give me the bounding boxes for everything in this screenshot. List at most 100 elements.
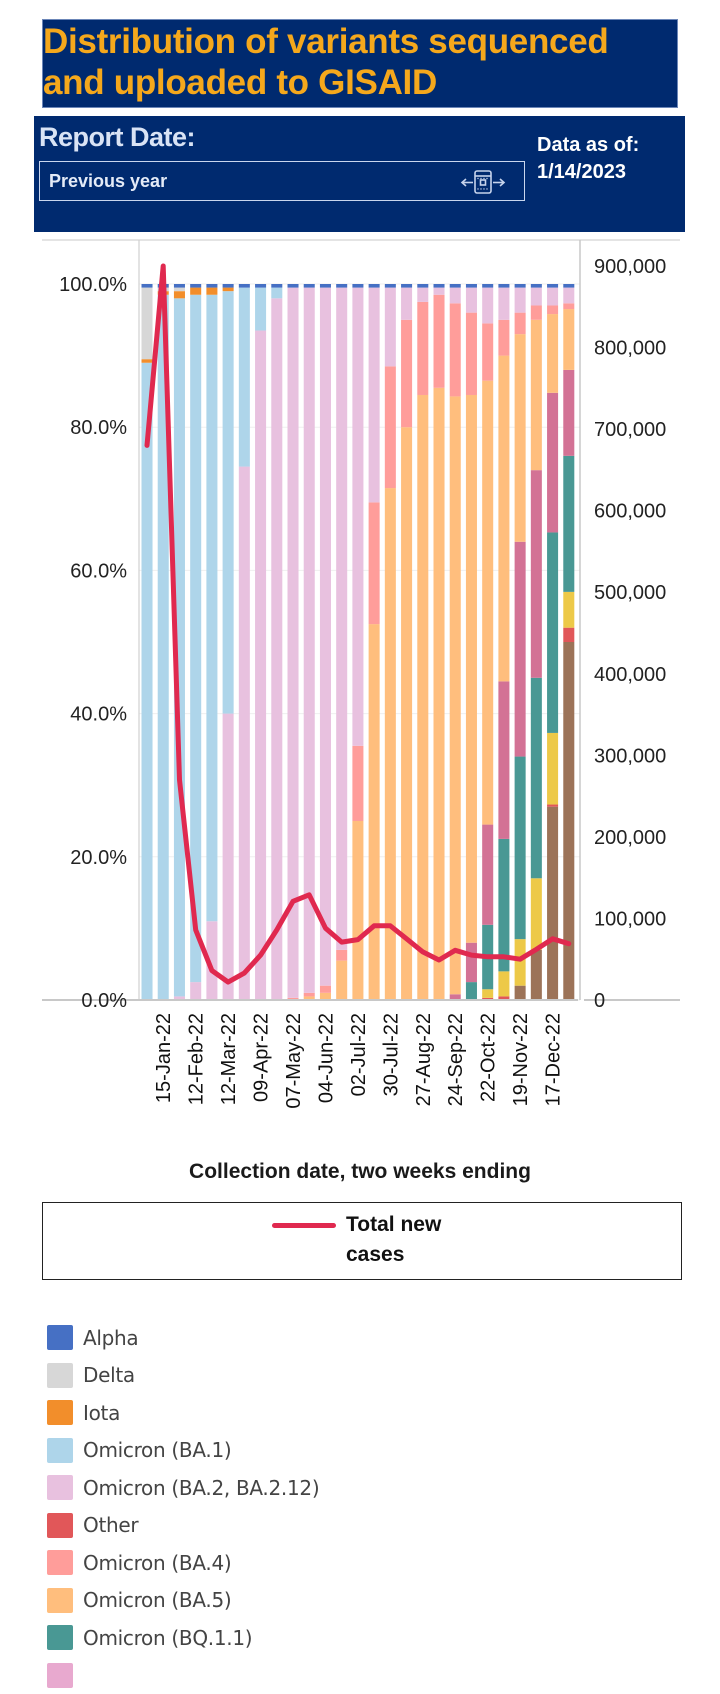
bar-stack[interactable] <box>239 284 250 1000</box>
bar-segment[interactable] <box>515 284 526 288</box>
bar-segment[interactable] <box>417 288 428 302</box>
bar-segment[interactable] <box>271 298 282 1000</box>
bar-segment[interactable] <box>271 284 282 288</box>
bar-segment[interactable] <box>352 821 363 1000</box>
bar-segment[interactable] <box>450 288 461 304</box>
bar-segment[interactable] <box>563 303 574 309</box>
bar-segment[interactable] <box>466 288 477 313</box>
bar-segment[interactable] <box>239 288 250 467</box>
bar-segment[interactable] <box>304 284 315 288</box>
bar-segment[interactable] <box>320 284 331 288</box>
bar-segment[interactable] <box>336 950 347 961</box>
bar-segment[interactable] <box>547 733 558 805</box>
bar-segment[interactable] <box>174 291 185 298</box>
bar-stack[interactable] <box>255 284 266 1000</box>
bar-segment[interactable] <box>352 288 363 746</box>
bar-segment[interactable] <box>174 288 185 292</box>
bar-segment[interactable] <box>498 681 509 839</box>
bar-segment[interactable] <box>255 331 266 1000</box>
bar-segment[interactable] <box>190 982 201 1000</box>
bar-segment[interactable] <box>142 359 153 363</box>
bar-segment[interactable] <box>547 284 558 288</box>
bar-segment[interactable] <box>482 989 493 998</box>
bar-segment[interactable] <box>417 284 428 288</box>
bar-segment[interactable] <box>498 284 509 288</box>
bar-segment[interactable] <box>369 288 380 503</box>
bar-segment[interactable] <box>482 323 493 380</box>
bar-segment[interactable] <box>174 284 185 288</box>
bar-segment[interactable] <box>320 993 331 1000</box>
bar-segment[interactable] <box>498 971 509 996</box>
bar-segment[interactable] <box>531 950 542 1000</box>
bar-segment[interactable] <box>515 542 526 757</box>
bar-segment[interactable] <box>515 313 526 334</box>
bar-segment[interactable] <box>466 943 477 982</box>
bar-segment[interactable] <box>531 288 542 306</box>
bar-segment[interactable] <box>547 532 558 732</box>
bar-segment[interactable] <box>369 502 380 624</box>
bar-segment[interactable] <box>142 288 153 360</box>
bar-stack[interactable] <box>271 284 282 1000</box>
bar-segment[interactable] <box>515 986 526 1000</box>
bar-segment[interactable] <box>417 395 428 1000</box>
bar-segment[interactable] <box>401 320 412 427</box>
bar-segment[interactable] <box>206 295 217 922</box>
bar-segment[interactable] <box>515 939 526 986</box>
bar-stack[interactable] <box>206 284 217 1000</box>
report-date-dropdown[interactable]: Previous year <box>39 161 525 201</box>
bar-segment[interactable] <box>142 363 153 1000</box>
bar-stack[interactable] <box>369 284 380 1000</box>
bar-segment[interactable] <box>515 288 526 313</box>
bar-segment[interactable] <box>271 288 282 299</box>
bar-segment[interactable] <box>515 334 526 542</box>
bar-segment[interactable] <box>482 825 493 925</box>
bar-segment[interactable] <box>385 284 396 288</box>
bar-segment[interactable] <box>450 303 461 396</box>
bar-segment[interactable] <box>401 284 412 288</box>
bar-stack[interactable] <box>466 284 477 1000</box>
bar-segment[interactable] <box>498 288 509 320</box>
bar-segment[interactable] <box>304 993 315 997</box>
bar-segment[interactable] <box>304 288 315 993</box>
legend-item[interactable]: Delta <box>47 1357 319 1395</box>
bar-segment[interactable] <box>482 284 493 288</box>
bar-segment[interactable] <box>531 284 542 288</box>
bar-stack[interactable] <box>547 284 558 1000</box>
bar-segment[interactable] <box>369 624 380 1000</box>
bar-segment[interactable] <box>223 284 234 288</box>
bar-segment[interactable] <box>352 746 363 821</box>
bar-segment[interactable] <box>417 302 428 395</box>
bar-segment[interactable] <box>255 288 266 331</box>
bar-segment[interactable] <box>498 320 509 356</box>
bar-segment[interactable] <box>401 427 412 1000</box>
bar-segment[interactable] <box>239 284 250 288</box>
bar-segment[interactable] <box>547 393 558 533</box>
bar-segment[interactable] <box>450 396 461 994</box>
legend-item[interactable]: Alpha <box>47 1319 319 1357</box>
bar-segment[interactable] <box>190 284 201 288</box>
bar-segment[interactable] <box>466 284 477 288</box>
bar-stack[interactable] <box>482 284 493 1000</box>
bar-segment[interactable] <box>401 288 412 320</box>
bar-segment[interactable] <box>482 288 493 324</box>
bar-segment[interactable] <box>336 288 347 950</box>
bar-segment[interactable] <box>515 757 526 940</box>
date-range-slider-icon[interactable] <box>460 169 506 195</box>
bar-segment[interactable] <box>206 288 217 295</box>
bar-segment[interactable] <box>434 284 445 288</box>
bar-segment[interactable] <box>563 309 574 370</box>
bar-segment[interactable] <box>498 356 509 682</box>
legend-item[interactable]: Omicron (BA.1) <box>47 1432 319 1470</box>
bar-segment[interactable] <box>466 982 477 1000</box>
bar-segment[interactable] <box>142 284 153 288</box>
bar-segment[interactable] <box>563 642 574 1000</box>
bar-segment[interactable] <box>385 488 396 1000</box>
bar-stack[interactable] <box>417 284 428 1000</box>
bar-segment[interactable] <box>531 320 542 470</box>
bar-stack[interactable] <box>563 284 574 1000</box>
legend-item[interactable]: Iota <box>47 1394 319 1432</box>
bar-segment[interactable] <box>450 284 461 288</box>
bar-segment[interactable] <box>336 961 347 1000</box>
bar-stack[interactable] <box>336 284 347 1000</box>
legend-item[interactable]: Omicron (BA.4) <box>47 1544 319 1582</box>
